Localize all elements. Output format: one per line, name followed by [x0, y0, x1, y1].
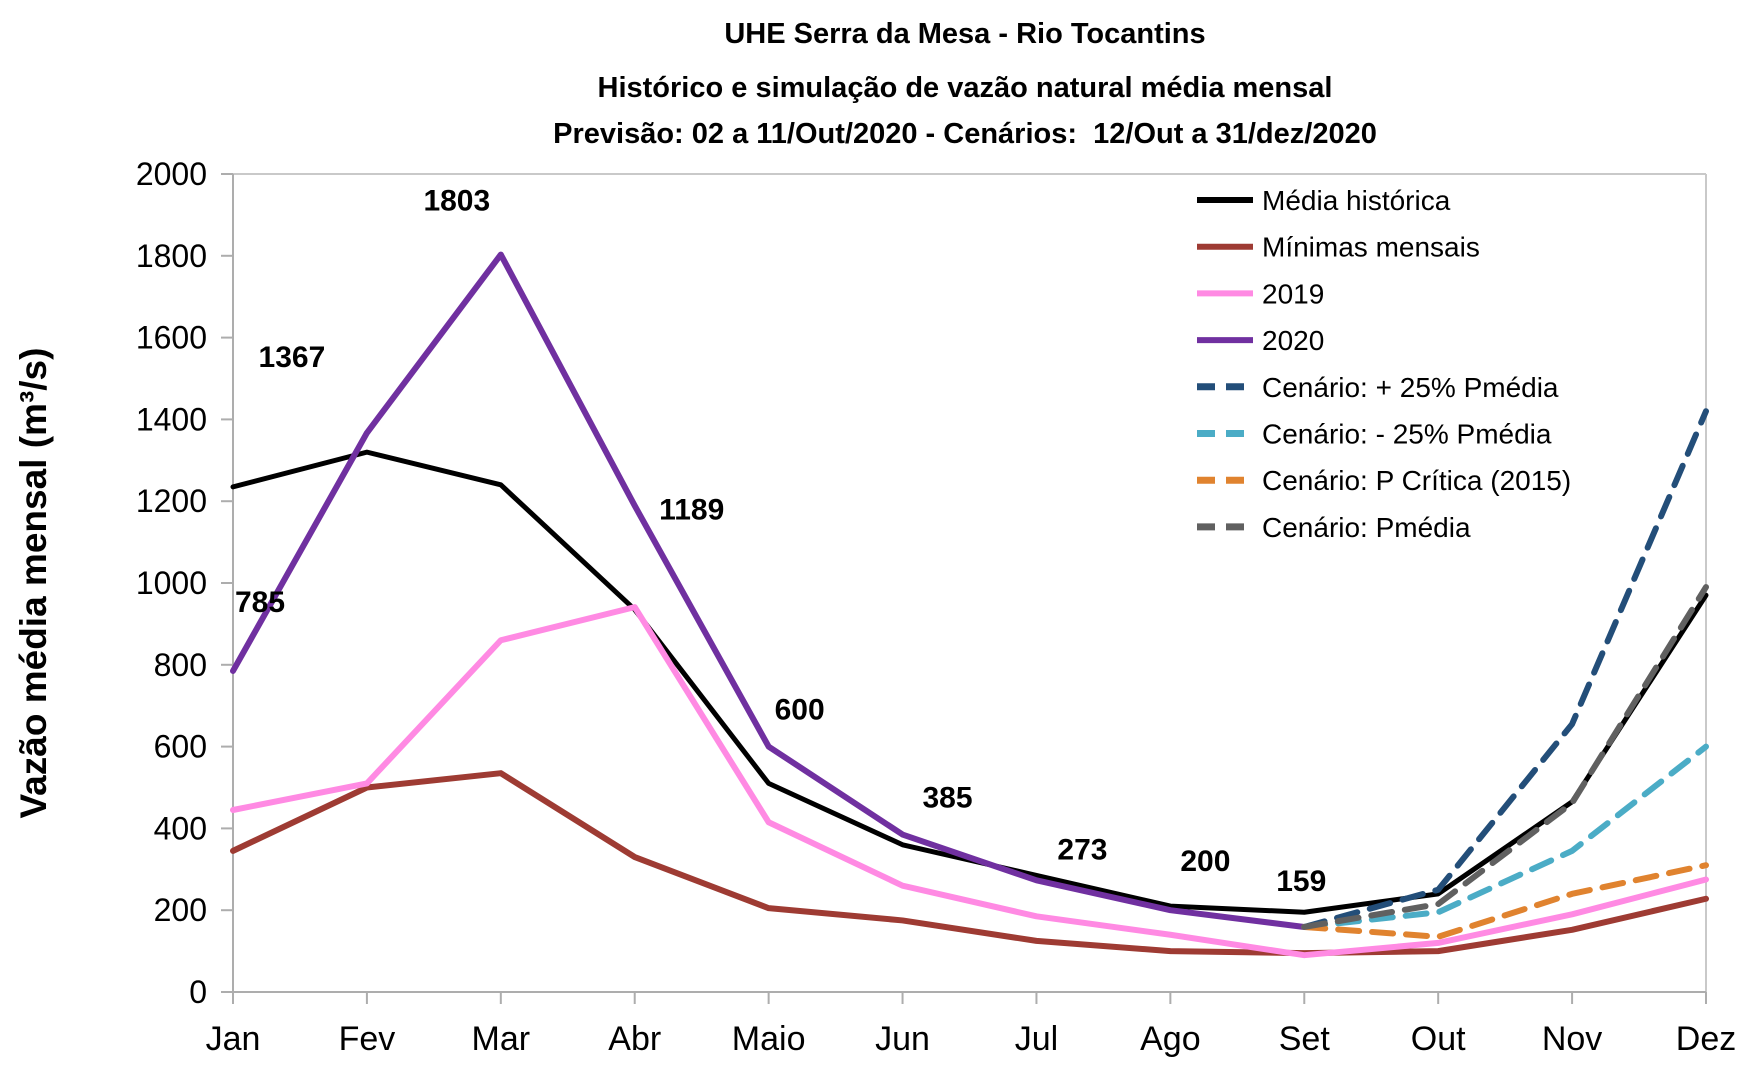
legend-label-cenario-pmedia: Cenário: Pmédia	[1262, 512, 1471, 543]
series-line-ano-2019	[230, 604, 1709, 959]
series-line-cenario-mais-25	[1301, 408, 1709, 930]
data-label-200: 200	[1180, 845, 1230, 878]
series-line-cenario-pmedia	[1301, 584, 1709, 930]
y-tick-label: 2000	[136, 156, 207, 192]
data-label-385: 385	[923, 782, 973, 815]
x-month-label: Maio	[732, 1020, 806, 1058]
x-month-label: Abr	[608, 1020, 661, 1058]
legend-item-cenario-menos-25: Cenário: - 25% Pmédia	[1197, 419, 1552, 450]
data-label-273: 273	[1057, 833, 1107, 866]
legend-item-media-historica: Média histórica	[1197, 185, 1451, 216]
series-line-cenario-p-critica	[1301, 862, 1709, 940]
y-tick-label: 400	[154, 810, 207, 846]
data-label-785: 785	[235, 586, 285, 619]
legend-label-ano-2019: 2019	[1262, 278, 1324, 309]
x-month-label: Jan	[206, 1020, 261, 1058]
chart-title-line1: UHE Serra da Mesa - Rio Tocantins	[724, 18, 1205, 50]
y-axis-title: Vazão média mensal (m³/s)	[13, 348, 54, 819]
legend-item-cenario-p-critica: Cenário: P Crítica (2015)	[1197, 465, 1571, 496]
chart-title-line2: Histórico e simulação de vazão natural m…	[598, 72, 1333, 104]
legend-item-cenario-mais-25: Cenário: + 25% Pmédia	[1197, 372, 1559, 403]
series-line-ano-2020	[230, 251, 1308, 930]
y-tick-label: 0	[189, 974, 207, 1010]
x-month-label: Mar	[472, 1020, 531, 1058]
axes: 0 200 400 600 800 1000 1200 1400 1600 1800 2000 Jan…	[136, 156, 1736, 1058]
legend-label-ano-2020: 2020	[1262, 325, 1324, 356]
x-month-label: Out	[1411, 1020, 1466, 1058]
y-tick-label: 1400	[136, 401, 207, 437]
x-month-label: Set	[1279, 1020, 1331, 1058]
legend-item-ano-2019: 2019	[1197, 278, 1324, 309]
y-tick-label: 600	[154, 729, 207, 765]
series-line-media-historica	[230, 449, 1709, 915]
data-label-1367: 1367	[259, 341, 326, 374]
chart-title-block: UHE Serra da Mesa - Rio Tocantins Histór…	[553, 18, 1377, 150]
x-month-label: Jun	[875, 1020, 930, 1058]
data-labels: 785 1367 1803 1189 600 385 273 200 159	[235, 185, 1326, 898]
x-month-label: Nov	[1542, 1020, 1602, 1058]
y-tick-label: 200	[154, 892, 207, 928]
y-tick-label: 1200	[136, 483, 207, 519]
legend-label-minimas-mensais: Mínimas mensais	[1262, 232, 1480, 263]
y-tick-label: 1000	[136, 565, 207, 601]
data-label-600: 600	[775, 694, 825, 727]
data-label-1189: 1189	[659, 494, 724, 527]
legend: Média histórica Mínimas mensais 2019 2020 Ce…	[1197, 185, 1571, 543]
x-month-label: Jul	[1015, 1020, 1058, 1058]
x-month-label: Fev	[339, 1020, 396, 1058]
series-line-minimas-mensais	[230, 770, 1709, 957]
data-label-159: 159	[1276, 865, 1326, 898]
x-month-label: Dez	[1676, 1020, 1736, 1058]
x-month-label: Ago	[1140, 1020, 1201, 1058]
legend-label-cenario-menos-25: Cenário: - 25% Pmédia	[1262, 419, 1552, 450]
data-label-1803: 1803	[423, 185, 490, 218]
series-line-cenario-menos-25	[1301, 743, 1709, 930]
legend-item-cenario-pmedia: Cenário: Pmédia	[1197, 512, 1471, 543]
y-tick-label: 1600	[136, 320, 207, 356]
y-tick-label: 1800	[136, 238, 207, 274]
legend-item-ano-2020: 2020	[1197, 325, 1324, 356]
legend-label-cenario-p-critica: Cenário: P Crítica (2015)	[1262, 465, 1571, 496]
legend-item-minimas-mensais: Mínimas mensais	[1197, 232, 1480, 263]
legend-label-media-historica: Média histórica	[1262, 185, 1451, 216]
series-lines	[230, 251, 1709, 959]
y-tick-label: 800	[154, 647, 207, 683]
chart-title-line3: Previsão: 02 a 11/Out/2020 - Cenários: 1…	[553, 118, 1377, 150]
legend-label-cenario-mais-25: Cenário: + 25% Pmédia	[1262, 372, 1559, 403]
